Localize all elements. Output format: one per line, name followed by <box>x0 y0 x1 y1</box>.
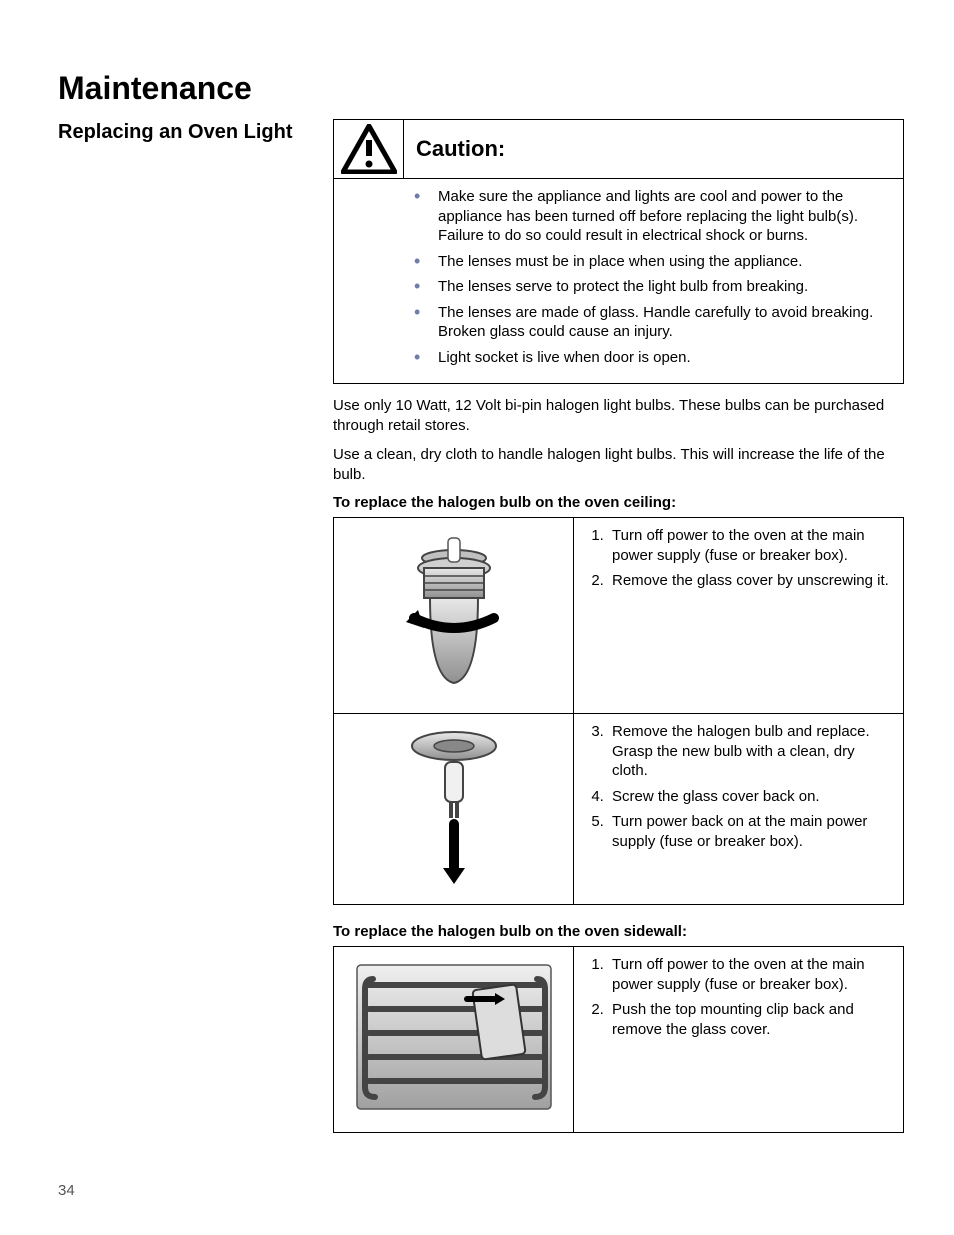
sidewall-rack-illustration <box>349 957 559 1117</box>
illustration-cell <box>334 947 574 1133</box>
caution-item: Light socket is live when door is open. <box>414 348 891 368</box>
table-row: Remove the halogen bulb and replace. Gra… <box>334 714 904 905</box>
content-row: Replacing an Oven Light Caution: <box>58 119 904 1133</box>
right-column: Caution: Make sure the appliance and lig… <box>333 119 904 1133</box>
steps-cell: Turn off power to the oven at the main p… <box>574 518 904 714</box>
sidewall-heading: To replace the halogen bulb on the oven … <box>333 923 904 940</box>
caution-item: Make sure the appliance and lights are c… <box>414 187 891 246</box>
step-item: Turn power back on at the main power sup… <box>608 812 893 851</box>
step-item: Remove the glass cover by unscrewing it. <box>608 571 893 591</box>
main-title: Maintenance <box>58 70 904 107</box>
table-row: Turn off power to the oven at the main p… <box>334 518 904 714</box>
steps-cell: Turn off power to the oven at the main p… <box>574 947 904 1133</box>
ceiling-bulb-unscrew-illustration <box>394 528 514 698</box>
caution-icon-cell <box>334 120 404 178</box>
ceiling-bulb-remove-illustration <box>399 724 509 889</box>
ceiling-steps-table: Turn off power to the oven at the main p… <box>333 517 904 905</box>
illustration-cell <box>334 714 574 905</box>
section-title: Replacing an Oven Light <box>58 121 333 144</box>
steps-cell: Remove the halogen bulb and replace. Gra… <box>574 714 904 905</box>
caution-box: Caution: Make sure the appliance and lig… <box>333 119 904 384</box>
caution-title: Caution: <box>416 136 505 162</box>
caution-item: The lenses serve to protect the light bu… <box>414 277 891 297</box>
page-number: 34 <box>58 1182 75 1199</box>
caution-item: The lenses must be in place when using t… <box>414 252 891 272</box>
left-column: Replacing an Oven Light <box>58 119 333 144</box>
caution-body: Make sure the appliance and lights are c… <box>334 179 903 383</box>
step-item: Push the top mounting clip back and remo… <box>608 1000 893 1039</box>
caution-header: Caution: <box>334 120 903 179</box>
table-row: Turn off power to the oven at the main p… <box>334 947 904 1133</box>
sidewall-steps-table: Turn off power to the oven at the main p… <box>333 946 904 1133</box>
step-item: Turn off power to the oven at the main p… <box>608 955 893 994</box>
step-item: Turn off power to the oven at the main p… <box>608 526 893 565</box>
caution-item: The lenses are made of glass. Handle car… <box>414 303 891 342</box>
step-item: Screw the glass cover back on. <box>608 787 893 807</box>
caution-title-cell: Caution: <box>404 120 903 178</box>
illustration-cell <box>334 518 574 714</box>
intro-paragraph-2: Use a clean, dry cloth to handle halogen… <box>333 445 904 484</box>
intro-paragraph-1: Use only 10 Watt, 12 Volt bi-pin halogen… <box>333 396 904 435</box>
ceiling-heading: To replace the halogen bulb on the oven … <box>333 494 904 511</box>
step-item: Remove the halogen bulb and replace. Gra… <box>608 722 893 781</box>
warning-triangle-icon <box>341 124 397 174</box>
